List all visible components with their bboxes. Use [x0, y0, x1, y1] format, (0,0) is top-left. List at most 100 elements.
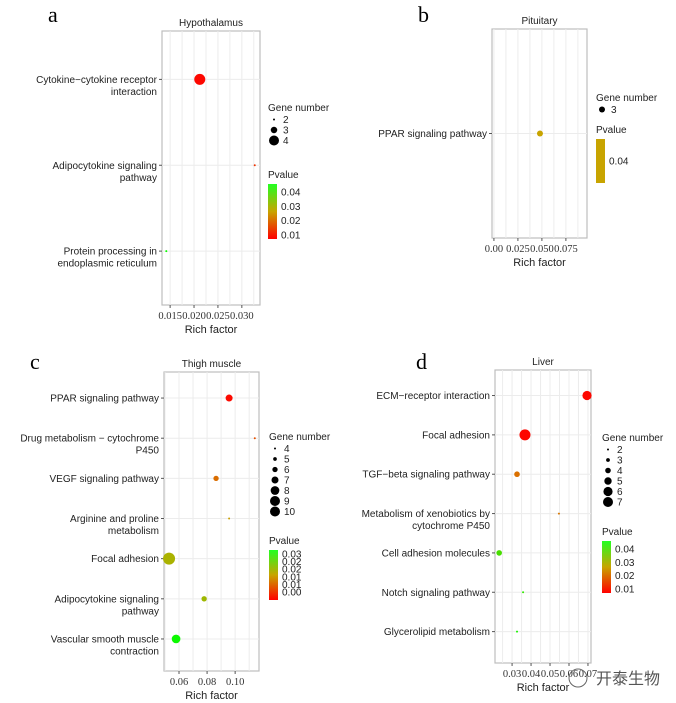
y-tick-label: Focal adhesion — [91, 554, 159, 565]
x-tick-label: 0.025 — [506, 244, 530, 255]
data-point — [522, 591, 525, 594]
data-point — [557, 512, 560, 515]
legend-size-title: Gene number — [268, 103, 330, 114]
panel-title: Liver — [532, 357, 554, 368]
x-tick-label: 0.025 — [206, 311, 230, 322]
legend-size-dot — [603, 486, 613, 497]
x-axis-label: Rich factor — [517, 682, 570, 694]
y-tick-label: PPAR signaling pathway — [378, 129, 487, 140]
data-point — [201, 596, 207, 602]
legend-color-label: 0.00 — [282, 588, 302, 599]
legend-size-dot — [271, 476, 279, 484]
legend-size-dot — [605, 467, 611, 474]
legend-color-label: 0.01 — [615, 585, 635, 596]
legend-size-label: 6 — [284, 465, 290, 476]
legend-size-dot — [273, 457, 277, 461]
legend-size-title: Gene number — [602, 433, 664, 444]
panel-c: c Thigh muscle PPAR signaling pathway Drug … — [20, 349, 330, 702]
panel-letter: a — [48, 2, 58, 27]
legend-size-label: 8 — [284, 486, 290, 497]
x-tick-label: 0.08 — [198, 677, 216, 688]
panel-title: Thigh muscle — [182, 359, 242, 370]
legend-size-label: 3 — [611, 105, 617, 116]
x-tick-label: 0.06 — [170, 677, 188, 688]
legend-size-label: 2 — [283, 115, 289, 126]
legend-color-title: Pvalue — [268, 170, 299, 181]
x-tick-label: 0.04 — [522, 669, 541, 680]
legend-size-label: 4 — [617, 466, 623, 477]
legend-color-label: 0.02 — [281, 216, 301, 227]
data-point — [582, 390, 592, 401]
data-point — [163, 552, 176, 565]
legend-size-dot — [604, 477, 612, 485]
legend-size-title: Gene number — [596, 93, 658, 104]
x-tick-label: 0.10 — [226, 677, 244, 688]
panel-b: b Pituitary PPAR signaling pathway 0.00 0.02… — [378, 2, 658, 269]
x-axis-label: Rich factor — [513, 257, 566, 269]
legend-size-dot — [603, 497, 613, 507]
data-point — [496, 550, 502, 556]
legend-size-dot — [270, 126, 278, 134]
x-tick-label: 0.020 — [182, 311, 206, 322]
legend-size-label: 3 — [283, 126, 289, 137]
x-axis-label: Rich factor — [185, 324, 238, 336]
data-point — [194, 73, 206, 85]
x-axis-label: Rich factor — [185, 690, 238, 702]
legend-color-label: 0.02 — [282, 565, 302, 576]
legend-color-title: Pvalue — [596, 125, 627, 136]
legend-colorbar — [269, 550, 278, 600]
x-tick-label: 0.03 — [503, 669, 521, 680]
legend-color-label: 0.02 — [282, 557, 302, 568]
panel-letter: b — [418, 2, 429, 27]
legend-color-label: 0.04 — [615, 545, 635, 556]
watermark-logo-icon — [568, 668, 588, 688]
legend-size-dot — [607, 448, 609, 451]
legend-color-label: 0.01 — [282, 572, 302, 583]
legend-color-label: 0.03 — [282, 550, 302, 561]
legend-color-title: Pvalue — [269, 536, 300, 547]
data-point — [514, 471, 520, 478]
legend-size-label: 6 — [617, 487, 623, 498]
legend-size-label: 2 — [617, 445, 623, 456]
plot-frame — [163, 371, 260, 672]
x-tick-label: 0.075 — [554, 244, 578, 255]
legend-size-label: 5 — [284, 455, 290, 466]
y-tick-label: Arginine and proline metabolism — [70, 514, 159, 537]
legend-size-label: 3 — [617, 456, 623, 467]
y-tick-label: TGF−beta signaling pathway — [362, 470, 490, 481]
data-point — [165, 250, 168, 253]
legend-size-label: 5 — [617, 477, 623, 488]
data-point — [225, 394, 233, 402]
legend-size-label: 9 — [284, 497, 290, 508]
legend-size-title: Gene number — [269, 432, 331, 443]
legend-color-label: 0.01 — [282, 580, 302, 591]
legend-color-label: 0.03 — [281, 202, 301, 213]
y-tick-label: Metabolism of xenobiotics by cytochrome P… — [362, 509, 491, 532]
panel-letter: c — [30, 349, 40, 374]
panel-a: a Hypothalamus Cytokine−cytokine receptor i… — [36, 2, 330, 336]
x-tick-label: 0.00 — [485, 244, 503, 255]
data-point — [228, 517, 231, 520]
legend-size-label: 7 — [284, 476, 290, 487]
panel-letter: d — [416, 349, 427, 374]
data-point — [536, 130, 543, 137]
x-tick-label: 0.050 — [530, 244, 554, 255]
y-tick-label: VEGF signaling pathway — [49, 474, 159, 485]
legend-color-label: 0.01 — [281, 231, 301, 242]
legend-size-dot — [270, 486, 280, 495]
y-tick-label: Cytokine−cytokine receptor interaction — [36, 75, 158, 98]
data-point — [253, 437, 256, 440]
legend-size-dot — [274, 447, 276, 450]
y-tick-label: Notch signaling pathway — [382, 588, 490, 599]
y-tick-label: Cell adhesion molecules — [382, 548, 490, 559]
legend-size-dot — [270, 506, 280, 517]
plot-frame — [494, 369, 592, 664]
watermark: 开泰生物 — [568, 668, 660, 688]
legend-colorbar — [602, 541, 611, 593]
y-tick-label: PPAR signaling pathway — [50, 394, 159, 405]
legend-size-dot — [273, 118, 275, 121]
x-tick-label: 0.05 — [541, 669, 559, 680]
x-tick-label: 0.07 — [579, 669, 597, 680]
y-tick-label: Protein processing in endoplasmic reticul… — [58, 247, 158, 270]
